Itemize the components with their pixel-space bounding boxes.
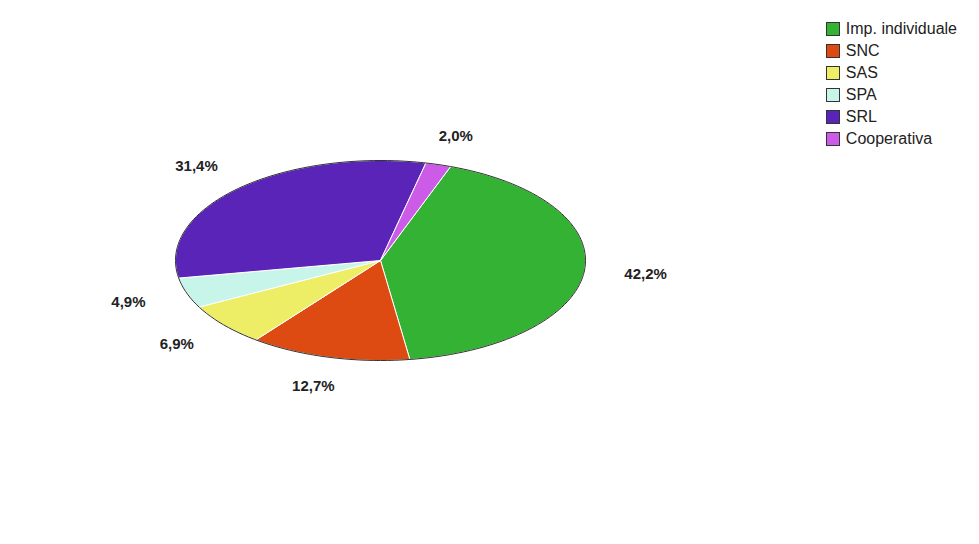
html-text:Imp. individuale: Imp. individuale: [845, 20, 957, 37]
html-text:SPA: SPA: [845, 86, 877, 103]
html-text:SRL: SRL: [845, 108, 877, 125]
svg-text:42,2%: 42,2%: [624, 265, 667, 282]
svg-text:2,0%: 2,0%: [439, 127, 473, 144]
html-text:SNC: SNC: [845, 42, 880, 59]
html-text:Cooperativa: Cooperativa: [845, 130, 933, 147]
svg-text:4,9%: 4,9%: [111, 293, 145, 310]
html-text:SAS: SAS: [845, 64, 878, 81]
svg-text:6,9%: 6,9%: [160, 335, 194, 352]
svg-text:12,7%: 12,7%: [292, 377, 335, 394]
svg-text:31,4%: 31,4%: [175, 157, 218, 174]
